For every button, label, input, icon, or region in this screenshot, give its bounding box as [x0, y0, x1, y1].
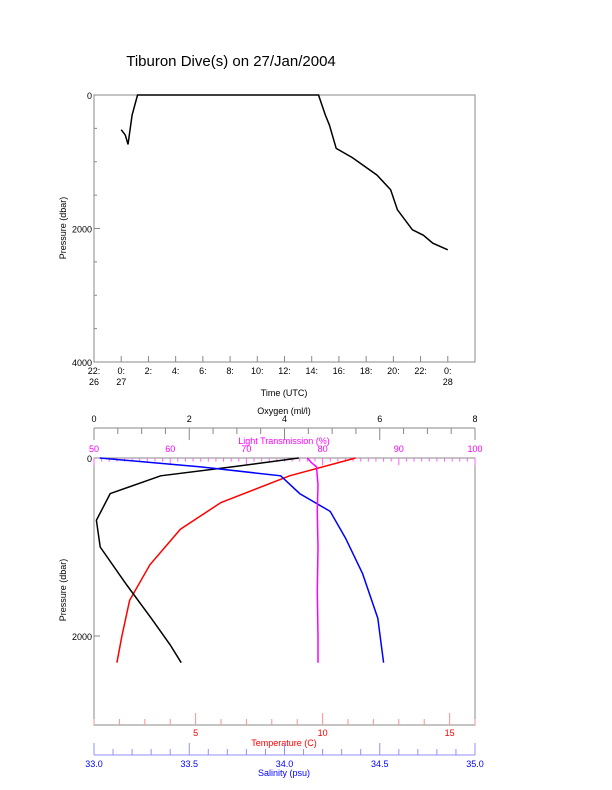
axis-tick-label: 80	[318, 444, 328, 454]
axis-tick-label: 100	[467, 444, 482, 454]
x-tick-label: 27	[116, 377, 126, 387]
x-tick-label: 2:	[145, 366, 153, 376]
axis-tick-label: 34.0	[276, 759, 294, 769]
x-tick-label: 26	[89, 377, 99, 387]
x-tick-label: 12:	[278, 366, 291, 376]
y-tick-label: 2000	[72, 632, 92, 642]
axis-tick-label: 0	[91, 414, 96, 424]
x-tick-label: 28	[443, 377, 453, 387]
plot-frame-bottom	[93, 457, 476, 726]
y-tick-label: 4000	[72, 358, 92, 368]
axis-tick-label: 15	[445, 728, 455, 738]
y-axis-label: Pressure (dbar)	[58, 559, 68, 622]
x-tick-label: 22:	[88, 366, 101, 376]
salinity-profile-line	[99, 457, 385, 663]
axis-tick-label: 10	[318, 728, 328, 738]
x-tick-label: 10:	[251, 366, 264, 376]
x-tick-label: 16:	[333, 366, 346, 376]
y-tick-label: 0	[87, 91, 92, 101]
axis-tick-label: 8	[472, 414, 477, 424]
axis-tick-label: 60	[165, 444, 175, 454]
x-tick-label: 14:	[305, 366, 318, 376]
dive-pressure-line	[120, 94, 449, 251]
axis-tick-label: 34.5	[371, 759, 389, 769]
axis-title: Oxygen (ml/l)	[257, 406, 311, 416]
x-tick-label: 0:	[444, 366, 452, 376]
axis-tick-label: 6	[377, 414, 382, 424]
x-tick-label: 6:	[199, 366, 207, 376]
axis-tick-label: 2	[187, 414, 192, 424]
axis-tick-label: 33.5	[180, 759, 198, 769]
axis-tick-label: 33.0	[85, 759, 103, 769]
y-tick-label: 2000	[72, 225, 92, 235]
y-tick-label: 0	[87, 454, 92, 464]
axis-title: Salinity (psu)	[258, 768, 310, 778]
y-axis-label: Pressure (dbar)	[58, 197, 68, 260]
axis-tick-label: 35.0	[466, 759, 484, 769]
light-transmission-profile-line	[306, 457, 319, 663]
x-tick-label: 0:	[117, 366, 125, 376]
axis-tick-label: 50	[89, 444, 99, 454]
x-tick-label: 20:	[387, 366, 400, 376]
axis-tick-label: 5	[193, 728, 198, 738]
x-axis-label: Time (UTC)	[261, 388, 308, 398]
x-tick-label: 8:	[226, 366, 234, 376]
axis-tick-label: 90	[394, 444, 404, 454]
temperature-profile-line	[116, 457, 356, 663]
oxygen-profile-line	[95, 457, 299, 664]
axis-title: Light Transmission (%)	[238, 436, 330, 446]
plot-frame-top	[93, 94, 476, 363]
x-tick-label: 4:	[172, 366, 180, 376]
axis-tick-label: 70	[241, 444, 251, 454]
chart-title: Tiburon Dive(s) on 27/Jan/2004	[126, 53, 336, 70]
x-tick-label: 18:	[360, 366, 373, 376]
x-tick-label: 22:	[414, 366, 427, 376]
axis-tick-label: 4	[282, 414, 287, 424]
